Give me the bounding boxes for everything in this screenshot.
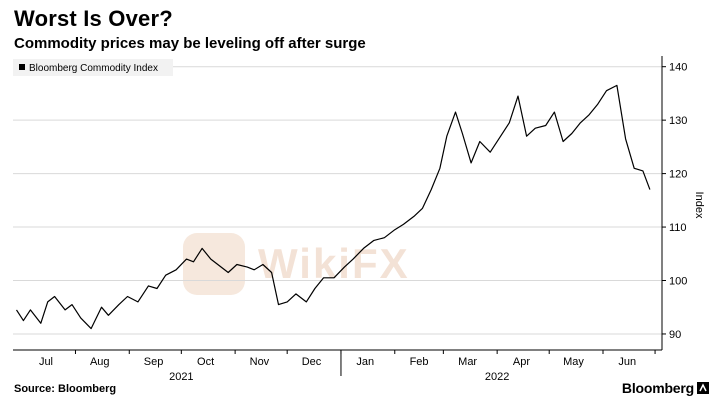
year-label: 2021: [169, 371, 193, 383]
x-tick-label: Apr: [513, 356, 530, 368]
y-tick-label: 140: [669, 62, 687, 74]
legend-box: [13, 59, 173, 76]
watermark-logo-icon: [183, 233, 245, 295]
bloomberg-logo: Bloomberg: [622, 380, 709, 396]
x-tick-label: Aug: [90, 356, 110, 368]
watermark: WikiFX: [183, 233, 410, 295]
x-tick-label: Mar: [458, 356, 477, 368]
y-axis: 90 100 110 120 130 140: [661, 56, 687, 350]
year-label: 2022: [485, 371, 509, 383]
x-tick-label: Oct: [197, 356, 214, 368]
source-note: Source: Bloomberg: [14, 383, 117, 395]
legend-label: Bloomberg Commodity Index: [29, 63, 158, 74]
y-tick-label: 130: [669, 115, 687, 127]
x-tick-label: Nov: [250, 356, 270, 368]
y-tick-label: 110: [669, 222, 687, 234]
x-tick-label: May: [563, 356, 584, 368]
watermark-text: WikiFX: [258, 240, 410, 287]
x-tick-label: Dec: [302, 356, 322, 368]
legend-swatch: [19, 64, 25, 70]
x-tick-label: Jun: [618, 356, 636, 368]
x-tick-label: Jan: [356, 356, 374, 368]
y-tick-label: 100: [669, 276, 687, 288]
series-line-bloomberg-commodity-index: [15, 84, 651, 330]
x-axis: Jul Aug Sep Oct Nov Dec Jan Feb Mar Apr May Jun 2021…: [13, 349, 662, 383]
brand-name: Bloomberg: [621, 380, 694, 396]
legend: Bloomberg Commodity Index: [13, 59, 173, 76]
y-axis-label: Index: [693, 192, 705, 219]
y-tick-label: 120: [669, 169, 687, 181]
y-tick-label: 90: [669, 329, 681, 341]
bloomberg-mark-icon: [697, 382, 709, 394]
x-tick-label: Jul: [39, 356, 53, 368]
grid-lines: [13, 66, 662, 335]
x-tick-label: Sep: [144, 356, 164, 368]
chart-title: Worst Is Over?: [14, 6, 173, 31]
x-tick-label: Feb: [410, 356, 429, 368]
chart-subtitle: Commodity prices may be leveling off aft…: [14, 35, 366, 52]
